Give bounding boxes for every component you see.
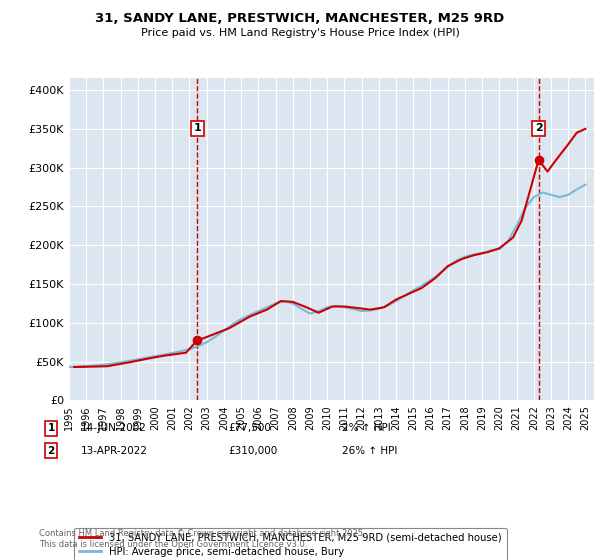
Text: 2% ↑ HPI: 2% ↑ HPI — [342, 423, 391, 433]
Text: £77,500: £77,500 — [228, 423, 271, 433]
Text: 13-APR-2022: 13-APR-2022 — [81, 446, 148, 456]
Text: Price paid vs. HM Land Registry's House Price Index (HPI): Price paid vs. HM Land Registry's House … — [140, 28, 460, 38]
Text: 1: 1 — [193, 123, 201, 133]
Text: 31, SANDY LANE, PRESTWICH, MANCHESTER, M25 9RD: 31, SANDY LANE, PRESTWICH, MANCHESTER, M… — [95, 12, 505, 25]
Text: 2: 2 — [47, 446, 55, 456]
Text: 14-JUN-2002: 14-JUN-2002 — [81, 423, 147, 433]
Text: 1: 1 — [47, 423, 55, 433]
Text: Contains HM Land Registry data © Crown copyright and database right 2025.
This d: Contains HM Land Registry data © Crown c… — [39, 529, 365, 549]
Text: 26% ↑ HPI: 26% ↑ HPI — [342, 446, 397, 456]
Text: £310,000: £310,000 — [228, 446, 277, 456]
Text: 2: 2 — [535, 123, 542, 133]
Legend: 31, SANDY LANE, PRESTWICH, MANCHESTER, M25 9RD (semi-detached house), HPI: Avera: 31, SANDY LANE, PRESTWICH, MANCHESTER, M… — [74, 528, 506, 560]
